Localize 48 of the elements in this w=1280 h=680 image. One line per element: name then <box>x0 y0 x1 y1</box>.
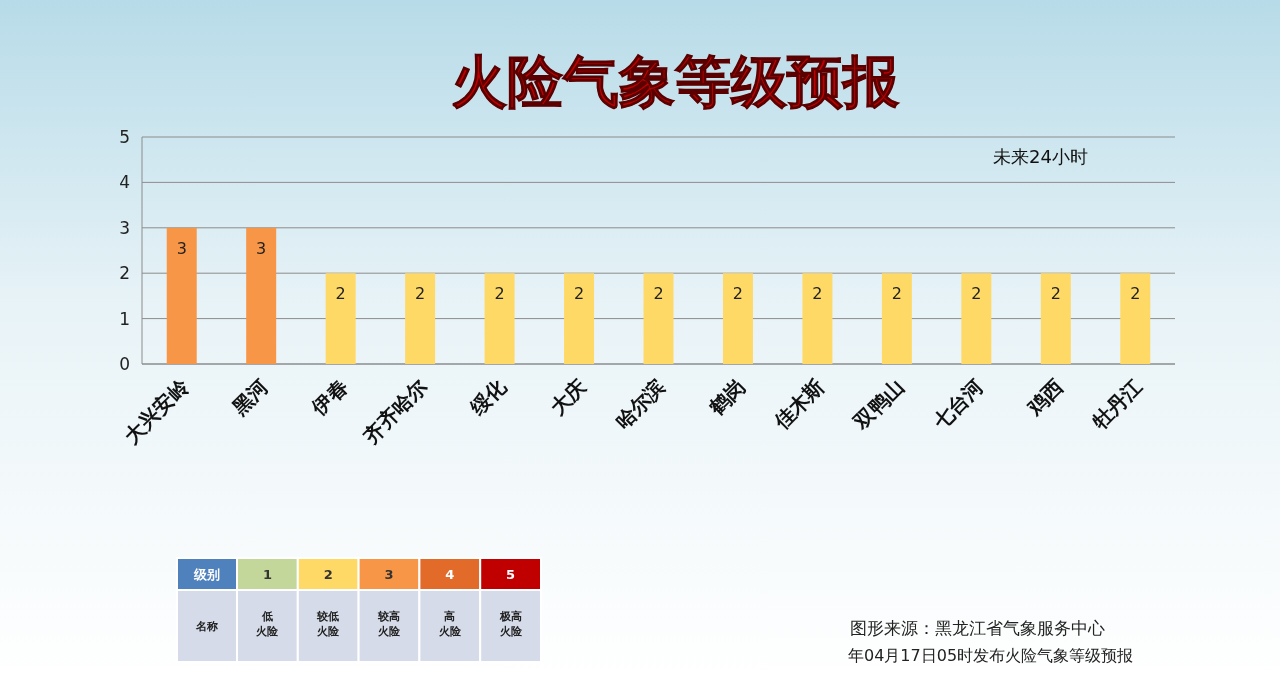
x-tick-label: 黑河 <box>226 374 273 421</box>
annotation: 未来24小时 <box>993 146 1088 167</box>
x-tick-label: 鸡西 <box>1021 374 1068 421</box>
data-label: 1 <box>262 567 272 582</box>
data-label: 2 <box>335 284 346 304</box>
text: 年04月17日05时发布火险气象等级预报 <box>848 646 1134 665</box>
x-tick-label: 哈尔滨 <box>610 374 671 434</box>
x-tick-label: 双鸭山 <box>848 374 909 435</box>
chart-title: 火险气象等级预报 <box>451 49 900 114</box>
x-tick-label: 低火险 <box>256 610 280 638</box>
data-label: 2 <box>415 284 426 304</box>
text: 图形来源：黑龙江省气象服务中心 <box>850 618 1105 638</box>
data-label: 2 <box>573 284 585 304</box>
data-label: 2 <box>1130 284 1141 304</box>
x-tick-label: 伊春 <box>306 374 353 421</box>
data-label: 2 <box>323 567 333 582</box>
y-tick-label: 2 <box>119 263 130 284</box>
x-tick-label: 极高火险 <box>498 610 523 638</box>
x-axis-title: 名称 <box>195 620 219 633</box>
x-tick-label: 大庆 <box>545 374 591 420</box>
data-label: 2 <box>732 284 744 304</box>
x-tick-label: 牡丹江 <box>1086 374 1147 435</box>
data-label: 2 <box>971 284 982 304</box>
y-tick-label: 级别 <box>193 567 220 582</box>
x-tick-label: 齐齐哈尔 <box>358 373 433 449</box>
y-tick-label: 5 <box>119 127 130 147</box>
x-tick-label: 七台河 <box>927 374 988 435</box>
data-label: 2 <box>891 284 902 304</box>
data-label: 2 <box>653 284 664 304</box>
data-label: 4 <box>445 567 455 582</box>
x-tick-label: 大兴安岭 <box>119 373 194 449</box>
data-label: 3 <box>176 238 187 258</box>
x-tick-label: 较高火险 <box>377 610 401 638</box>
y-tick-label: 4 <box>119 172 130 193</box>
data-label: 2 <box>812 284 823 304</box>
x-tick-label: 高火险 <box>438 610 462 638</box>
data-label: 3 <box>256 238 267 258</box>
data-label: 5 <box>506 567 516 582</box>
data-label: 2 <box>1050 284 1061 304</box>
x-tick-label: 绥化 <box>465 373 512 421</box>
x-tick-label: 佳木斯 <box>768 374 829 435</box>
data-label: 2 <box>494 284 505 304</box>
y-tick-label: 3 <box>119 217 130 238</box>
x-tick-label: 鹤岗 <box>703 374 750 421</box>
x-tick-label: 较低火险 <box>316 610 341 638</box>
data-label: 3 <box>384 567 394 582</box>
y-tick-label: 0 <box>119 354 130 374</box>
y-tick-label: 1 <box>119 308 130 329</box>
